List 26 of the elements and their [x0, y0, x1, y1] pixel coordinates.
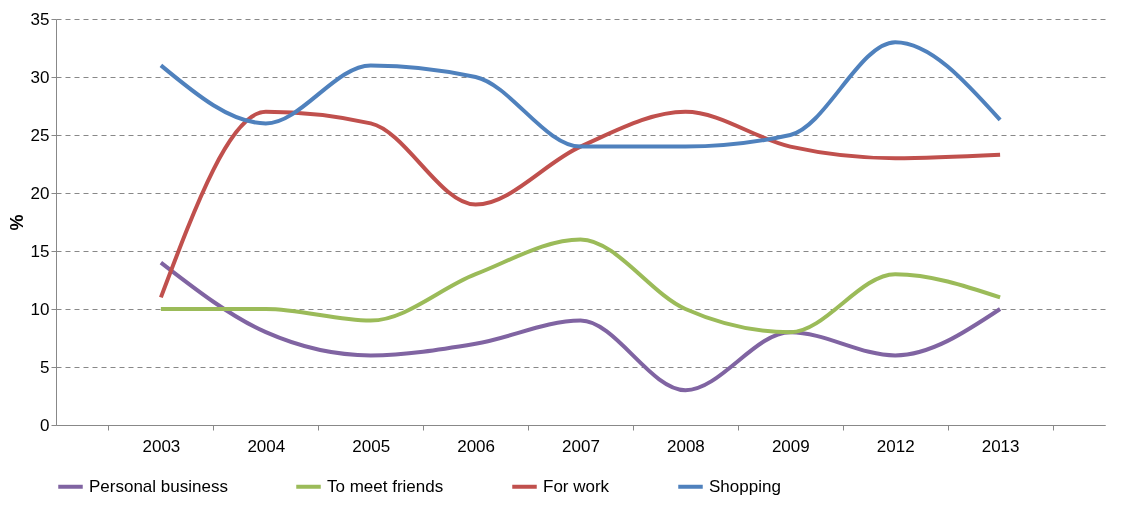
- x-tick-label: 2003: [142, 436, 181, 456]
- y-tick-label: 0: [40, 415, 50, 435]
- y-tick-label: 30: [30, 67, 50, 87]
- line-series: [158, 260, 1003, 393]
- y-axis-title: %: [6, 214, 27, 231]
- x-tick-label: 2013: [981, 436, 1020, 456]
- line-series: [158, 109, 1003, 300]
- y-tick-label: 25: [30, 125, 50, 145]
- x-tick-label: 2004: [247, 436, 286, 456]
- x-tick-label: 2006: [457, 436, 496, 456]
- line-series: [158, 237, 1003, 335]
- y-tick-label: 15: [30, 241, 50, 261]
- line-series: [158, 40, 1003, 149]
- legend-label: Shopping: [709, 476, 781, 496]
- x-tick-label: 2009: [771, 436, 810, 456]
- y-tick-label: 10: [30, 299, 50, 319]
- legend-label: To meet friends: [327, 476, 444, 496]
- x-tick-label: 2012: [876, 436, 915, 456]
- x-tick-label: 2008: [666, 436, 705, 456]
- legend-label: For work: [543, 476, 610, 496]
- y-tick-label: 35: [30, 9, 50, 29]
- y-tick-label: 20: [30, 183, 50, 203]
- x-tick-label: 2007: [562, 436, 600, 456]
- y-tick-label: 5: [40, 357, 50, 377]
- x-tick-label: 2005: [352, 436, 391, 456]
- legend-label: Personal business: [89, 476, 228, 496]
